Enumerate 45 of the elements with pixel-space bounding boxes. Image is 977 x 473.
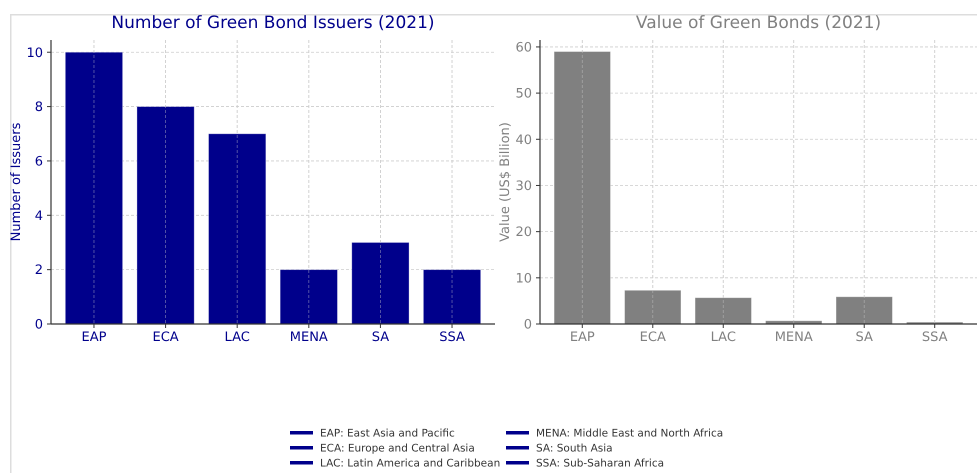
y-axis-title: Number of Issuers — [9, 122, 24, 242]
x-tick-label: MENA — [774, 330, 813, 345]
chart-title: Number of Green Bond Issuers (2021) — [111, 13, 435, 33]
x-tick-label: ECA — [152, 330, 179, 345]
y-tick-label: 2 — [34, 263, 43, 278]
x-tick-label: SA — [856, 330, 874, 345]
bar — [624, 290, 682, 324]
bar — [64, 52, 124, 324]
bar — [208, 133, 266, 324]
y-tick-label: 50 — [515, 86, 532, 102]
text: ECA: Europe and Central Asia — [320, 442, 475, 455]
y-tick-label: 60 — [515, 40, 532, 56]
y-tick-label: 10 — [26, 46, 43, 61]
text: SA: South Asia — [536, 442, 613, 455]
text: LAC: Latin America and Caribbean — [320, 458, 500, 470]
x-tick-label: ECA — [640, 330, 666, 345]
y-tick-label: 4 — [34, 208, 43, 224]
y-tick-label: 6 — [34, 154, 43, 170]
y-tick-label: 8 — [34, 100, 43, 116]
y-tick-label: 0 — [524, 318, 532, 333]
y-tick-label: 0 — [34, 318, 43, 333]
y-tick-label: 30 — [515, 179, 532, 194]
x-tick-label: EAP — [570, 330, 595, 345]
bar — [136, 106, 195, 324]
x-tick-label: MENA — [290, 330, 328, 345]
x-tick-label: SA — [372, 330, 390, 345]
text: MENA: Middle East and North Africa — [536, 428, 724, 440]
bar — [351, 242, 410, 324]
bar — [694, 297, 752, 324]
y-tick-label: 20 — [515, 225, 532, 240]
x-tick-label: SSA — [439, 330, 465, 345]
y-axis-title: Value (US$ Billion) — [498, 122, 513, 242]
x-tick-label: LAC — [224, 330, 250, 345]
text: SSA: Sub-Saharan Africa — [536, 458, 664, 470]
text: EAP: East Asia and Pacific — [320, 428, 456, 440]
x-tick-label: LAC — [710, 330, 736, 345]
bar — [280, 269, 338, 324]
bar — [554, 51, 611, 324]
x-tick-label: SSA — [922, 330, 948, 345]
y-tick-label: 10 — [515, 271, 532, 286]
x-tick-label: EAP — [81, 330, 107, 345]
y-tick-label: 40 — [515, 132, 532, 148]
bar — [836, 296, 893, 324]
chart-title: Value of Green Bonds (2021) — [636, 13, 882, 33]
bar — [422, 269, 482, 324]
